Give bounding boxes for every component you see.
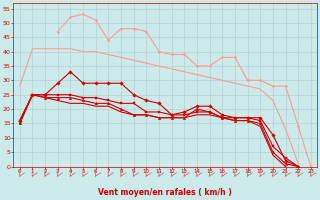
X-axis label: Vent moyen/en rafales ( km/h ): Vent moyen/en rafales ( km/h ) — [99, 188, 232, 197]
